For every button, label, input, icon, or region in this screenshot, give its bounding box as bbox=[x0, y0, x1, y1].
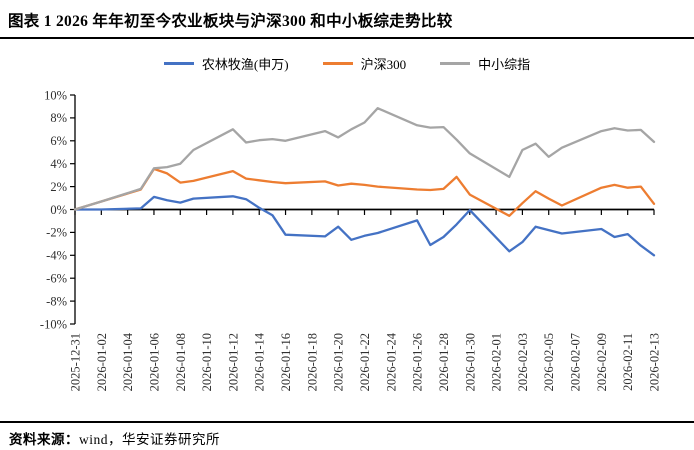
title-divider bbox=[0, 37, 694, 39]
x-tick-label: 2026-02-13 bbox=[648, 333, 662, 391]
series-line-沪深300 bbox=[73, 167, 656, 217]
x-tick-label: 2026-02-07 bbox=[569, 333, 583, 391]
x-tick-label: 2026-02-09 bbox=[595, 333, 609, 391]
x-tick-label: 2026-01-02 bbox=[95, 333, 109, 391]
x-tick-label: 2026-01-22 bbox=[358, 333, 372, 391]
y-tick-label: 2% bbox=[50, 180, 67, 194]
legend-line-swatch bbox=[322, 62, 353, 65]
chart-title: 图表 1 2026 年年初至今农业板块与沪深300 和中小板综走势比较 bbox=[8, 13, 453, 30]
x-tick-label: 2026-01-08 bbox=[174, 333, 188, 391]
x-tick-label: 2026-01-20 bbox=[332, 333, 346, 391]
y-tick-label: -10% bbox=[40, 317, 67, 331]
source-divider bbox=[0, 421, 694, 423]
legend-item: 中小综指 bbox=[440, 54, 530, 73]
legend-label: 沪深300 bbox=[360, 57, 407, 72]
x-tick-label: 2026-01-06 bbox=[147, 333, 161, 391]
legend-line-swatch bbox=[163, 62, 194, 65]
x-tick-label: 2026-01-12 bbox=[226, 333, 240, 391]
legend-item: 农林牧渔(申万) bbox=[163, 54, 289, 73]
legend-label: 农林牧渔(申万) bbox=[201, 57, 289, 72]
x-tick-label: 2026-02-11 bbox=[621, 333, 635, 391]
x-tick-label: 2026-01-30 bbox=[463, 333, 477, 391]
y-tick-label: 6% bbox=[50, 134, 67, 148]
y-tick-label: 4% bbox=[50, 157, 67, 171]
legend-line-swatch bbox=[440, 62, 471, 65]
y-tick-label: 8% bbox=[50, 111, 67, 125]
x-tick-label: 2026-02-03 bbox=[516, 333, 530, 391]
x-tick-label: 2026-01-24 bbox=[384, 332, 398, 391]
legend: 农林牧渔(申万) 沪深300 中小综指 bbox=[0, 54, 694, 73]
y-tick-label: -2% bbox=[46, 226, 67, 240]
x-tick-label: 2026-01-18 bbox=[305, 333, 319, 391]
x-tick-label: 2026-01-10 bbox=[200, 333, 214, 391]
source-label: 资料来源： bbox=[9, 432, 79, 447]
x-tick-label: 2026-01-04 bbox=[121, 332, 135, 391]
x-tick-label: 2026-02-05 bbox=[542, 333, 556, 391]
y-tick-label: -6% bbox=[46, 272, 67, 286]
source-note: 资料来源：wind，华安证券研究所 bbox=[9, 428, 220, 448]
y-tick-label: 10% bbox=[44, 88, 67, 102]
x-tick-label: 2026-02-01 bbox=[490, 333, 504, 391]
y-tick-label: -4% bbox=[46, 249, 67, 263]
x-tick-label: 2026-01-14 bbox=[253, 332, 267, 391]
x-tick-label: 2026-01-16 bbox=[279, 333, 293, 391]
legend-label: 中小综指 bbox=[478, 57, 531, 72]
source-text: wind，华安证券研究所 bbox=[79, 432, 220, 447]
x-tick-label: 2025-12-31 bbox=[69, 333, 83, 391]
y-tick-label: 0% bbox=[50, 203, 67, 217]
x-tick-label: 2026-01-28 bbox=[437, 333, 451, 391]
y-tick-label: -8% bbox=[46, 294, 67, 308]
series-line-中小综指 bbox=[73, 107, 656, 211]
legend-item: 沪深300 bbox=[322, 54, 407, 73]
x-tick-label: 2026-01-26 bbox=[411, 333, 425, 391]
series-line-农林牧渔(申万) bbox=[73, 195, 656, 257]
